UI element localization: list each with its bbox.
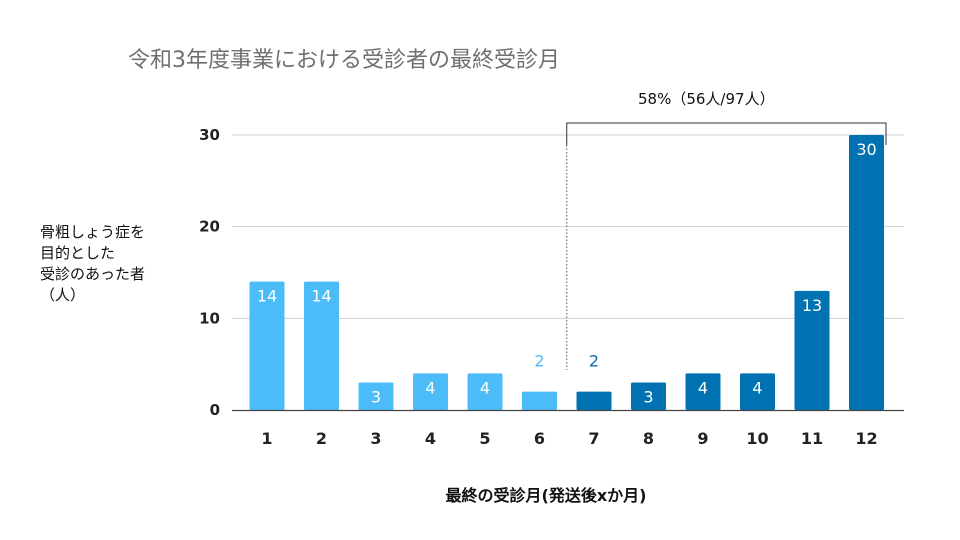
y-axis-label-line-2: 目的とした bbox=[40, 244, 116, 262]
bar bbox=[249, 281, 285, 410]
bar bbox=[685, 373, 721, 410]
chart-title: 令和3年度事業における受診者の最終受診月 bbox=[128, 48, 560, 73]
bracket-annotation-label: 58%（56人/97人） bbox=[638, 90, 775, 108]
x-tick-label: 7 bbox=[588, 429, 599, 448]
bar bbox=[304, 281, 339, 410]
x-tick-label: 10 bbox=[746, 429, 768, 448]
data-label: 4 bbox=[752, 378, 762, 397]
x-tick-label: 6 bbox=[534, 429, 545, 448]
data-label: 14 bbox=[257, 287, 277, 306]
x-tick-label: 5 bbox=[479, 429, 490, 448]
data-label: 2 bbox=[534, 352, 544, 371]
data-label: 3 bbox=[371, 388, 381, 407]
x-tick-label: 12 bbox=[855, 429, 877, 448]
data-label: 13 bbox=[802, 296, 822, 315]
bar bbox=[522, 391, 557, 410]
data-label: 30 bbox=[856, 140, 876, 159]
annotation-bracket bbox=[566, 122, 887, 145]
x-tick-label: 1 bbox=[261, 429, 272, 448]
x-tick-label: 8 bbox=[643, 429, 654, 448]
data-label: 4 bbox=[698, 378, 708, 397]
bar bbox=[576, 391, 612, 410]
bar bbox=[467, 373, 503, 410]
y-axis-label-line-3: 受診のあった者 bbox=[40, 265, 146, 283]
x-tick-label: 3 bbox=[370, 429, 381, 448]
data-label: 4 bbox=[480, 378, 490, 397]
bar bbox=[740, 373, 775, 410]
y-tick-label: 0 bbox=[210, 401, 220, 419]
data-label: 14 bbox=[311, 287, 331, 306]
y-axis-label: 骨粗しょう症を 目的とした 受診のあった者 （人） bbox=[40, 222, 145, 306]
data-label: 2 bbox=[589, 352, 599, 371]
x-tick-label: 11 bbox=[801, 429, 823, 448]
bar bbox=[413, 373, 448, 410]
x-tick-label: 4 bbox=[425, 429, 436, 448]
y-tick-label: 10 bbox=[199, 309, 220, 327]
y-axis-label-line-4: （人） bbox=[40, 286, 86, 304]
data-label: 4 bbox=[425, 378, 435, 397]
y-tick-label: 20 bbox=[199, 218, 220, 236]
bar bbox=[358, 382, 394, 410]
x-tick-label: 2 bbox=[316, 429, 327, 448]
x-tick-label: 9 bbox=[697, 429, 708, 448]
data-label: 3 bbox=[643, 388, 653, 407]
bar bbox=[794, 290, 830, 410]
y-tick-label: 30 bbox=[199, 126, 220, 144]
x-axis-label: 最終の受診月(発送後xか月) bbox=[445, 486, 647, 505]
y-axis-label-line-1: 骨粗しょう症を bbox=[40, 223, 146, 241]
bar bbox=[631, 382, 666, 410]
bar bbox=[849, 135, 884, 410]
